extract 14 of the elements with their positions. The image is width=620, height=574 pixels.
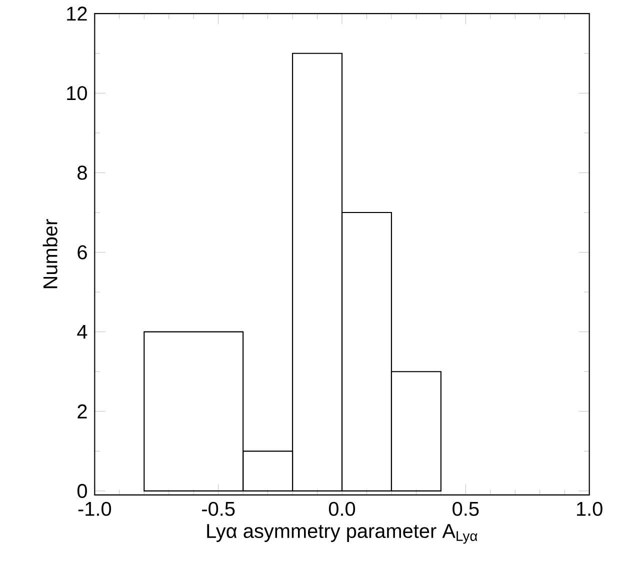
y-tick-label: 2 xyxy=(78,404,87,419)
y-tick-label: 4 xyxy=(77,325,88,339)
y-tick-label: 12 xyxy=(67,6,87,21)
x-tick-label: 0.5 xyxy=(452,502,479,516)
y-tick-label: 10 xyxy=(67,86,87,100)
x-tick-label: -1.0 xyxy=(78,502,112,516)
y-tick-label: 8 xyxy=(78,166,87,180)
x-axis-title: Lyα asymmetry parameter A$_{Lyα}$ xyxy=(207,524,478,544)
x-tick-label: 0.0 xyxy=(328,502,356,516)
y-tick-label: 6 xyxy=(78,245,87,260)
y-axis-title: Number xyxy=(42,219,58,288)
y-tick-label: 0 xyxy=(77,484,87,498)
x-tick-label: -0.5 xyxy=(202,502,235,516)
x-tick-label: 1.0 xyxy=(577,502,602,516)
